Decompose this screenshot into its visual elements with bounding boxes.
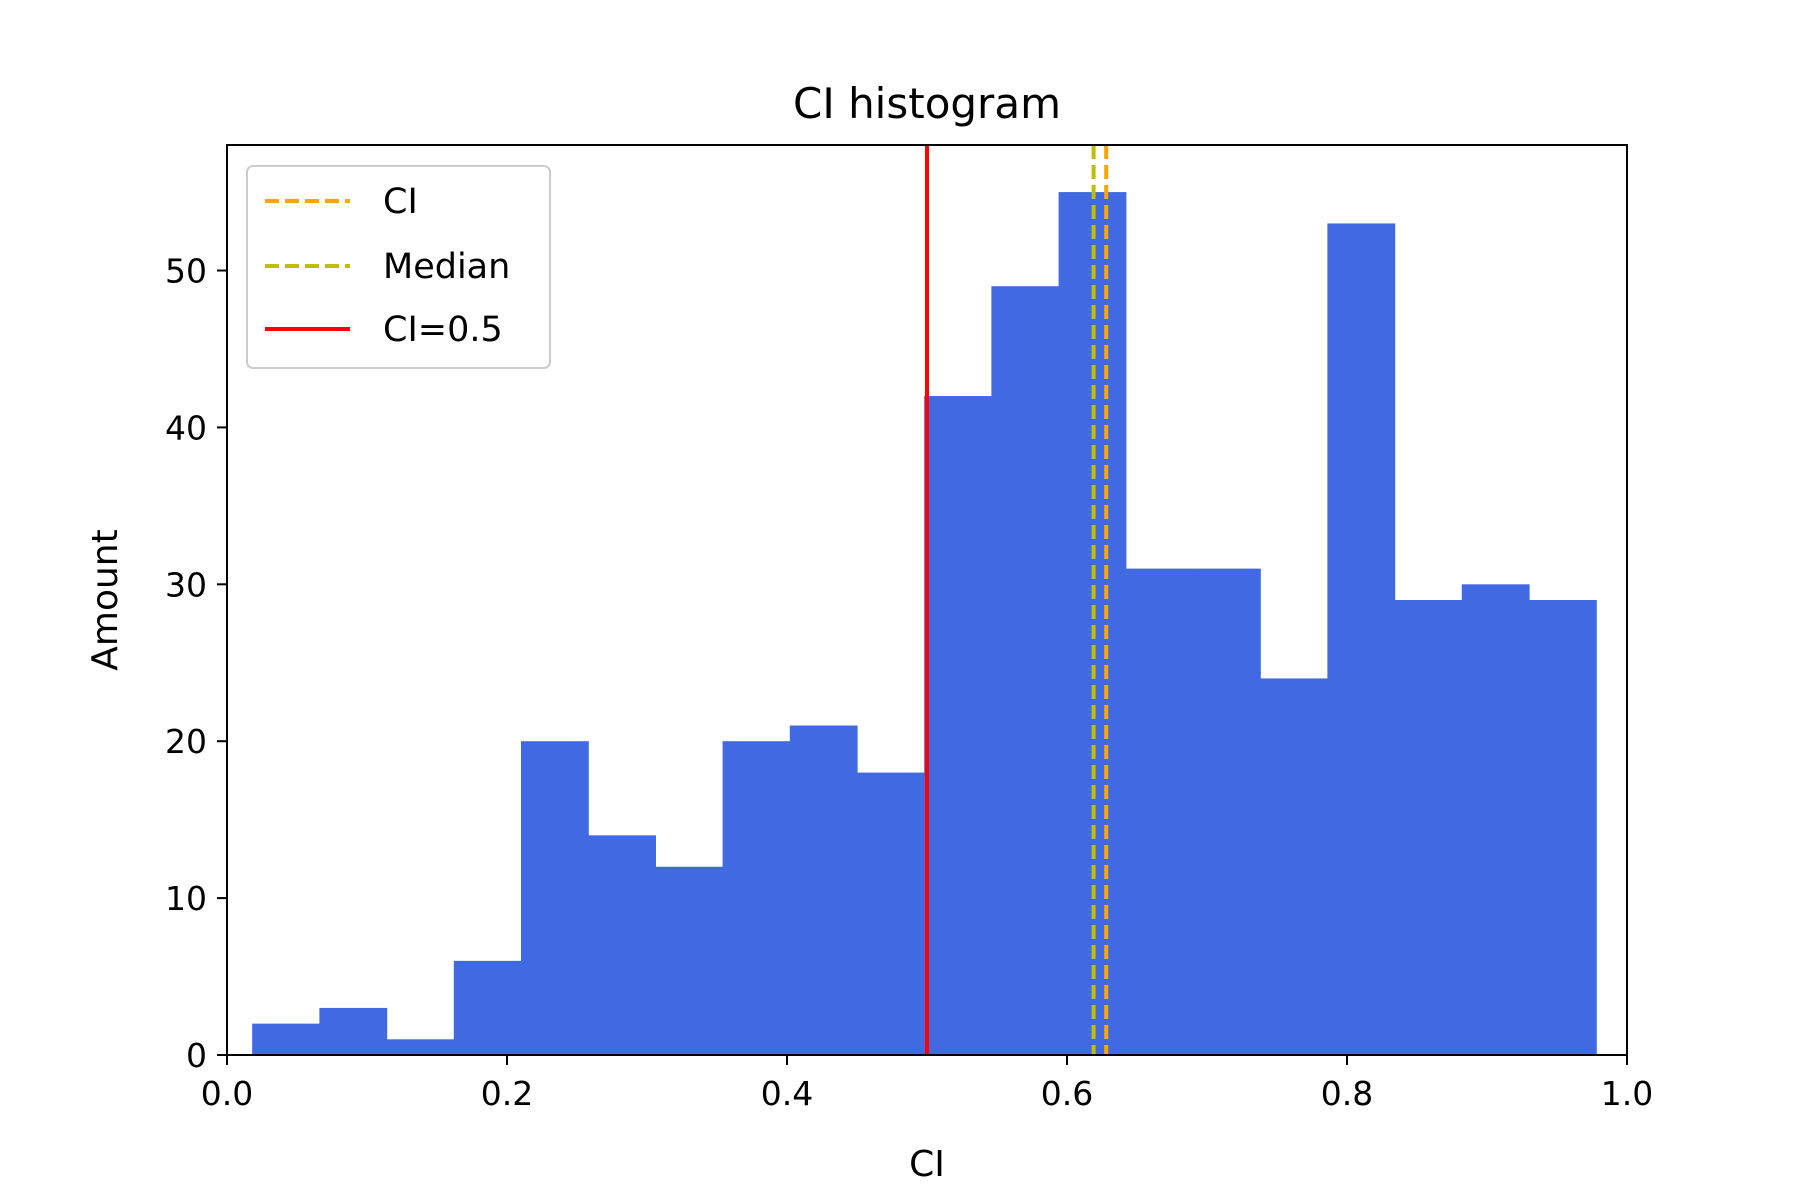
x-tick-label: 0.8 (1321, 1074, 1373, 1113)
histogram-bar (924, 396, 992, 1055)
histogram-bar (453, 960, 522, 1055)
y-tick-label: 10 (165, 879, 207, 918)
histogram-bar (1529, 600, 1597, 1055)
x-axis-ticks: 0.0 0.2 0.4 0.6 0.8 1.0 (201, 1055, 1653, 1113)
x-axis-label: CI (909, 1144, 945, 1185)
axes-frame (226, 144, 1628, 1056)
reference-lines (925, 145, 1109, 1055)
histogram-bar (857, 772, 925, 1055)
histogram-bar (1461, 584, 1530, 1055)
legend-label-median: Median (383, 247, 510, 287)
legend: CI Median CI=0.5 (246, 165, 551, 369)
histogram-bar (789, 725, 858, 1055)
y-tick-label: 50 (165, 252, 207, 291)
histogram-bar (722, 741, 791, 1055)
x-tick-label: 0.6 (1041, 1074, 1093, 1113)
histogram-bar (521, 741, 589, 1055)
x-tick-label: 0.0 (201, 1074, 253, 1113)
x-tick-label: 0.2 (481, 1074, 533, 1113)
histogram-bar (655, 866, 724, 1055)
histogram-bar (386, 1039, 455, 1055)
legend-label-ci-0-5: CI=0.5 (383, 310, 503, 350)
legend-box (246, 165, 551, 369)
legend-label-ci: CI (383, 182, 418, 222)
histogram-bar (319, 1007, 388, 1055)
histogram-bar (1260, 678, 1328, 1055)
y-axis-label: Amount (85, 529, 126, 670)
histogram-bar (252, 1023, 320, 1055)
y-tick-label: 30 (165, 565, 207, 604)
histogram-bar (1394, 600, 1463, 1055)
y-axis-ticks: 0 10 20 30 40 50 (165, 252, 227, 1075)
histogram-bar (991, 286, 1060, 1055)
y-tick-label: 0 (186, 1036, 207, 1075)
chart-title: CI histogram (793, 79, 1061, 128)
y-tick-label: 40 (165, 408, 207, 447)
y-tick-label: 20 (165, 722, 207, 761)
histogram-bar (1327, 223, 1396, 1056)
histogram-bar (588, 835, 656, 1055)
x-tick-label: 0.4 (761, 1074, 813, 1113)
histogram-bar (1125, 568, 1194, 1055)
x-tick-label: 1.0 (1601, 1074, 1653, 1113)
histogram-bar (1193, 568, 1261, 1055)
histogram-bars (252, 192, 1597, 1056)
